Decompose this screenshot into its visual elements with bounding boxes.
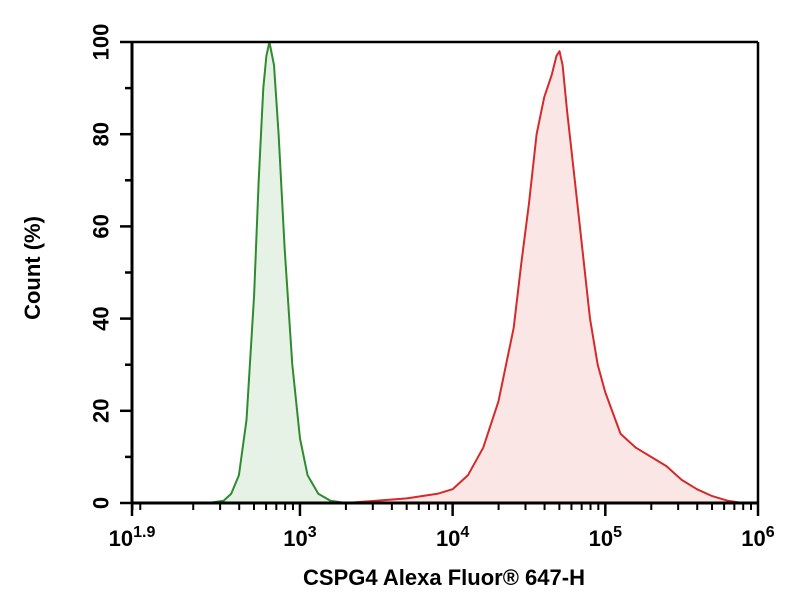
- y-tick-label: 80: [89, 122, 114, 146]
- x-tick-label: 104: [436, 524, 469, 551]
- y-axis: 0 20 40 60 80 100: [89, 24, 134, 509]
- y-tick-label: 40: [89, 306, 114, 330]
- x-axis-title: CSPG4 Alexa Fluor® 647-H: [303, 565, 585, 590]
- y-tick-label: 0: [89, 497, 114, 509]
- series-1-area: [208, 42, 346, 503]
- y-tick-label: 20: [89, 399, 114, 423]
- x-tick-label: 106: [741, 524, 774, 551]
- x-tick-label: 101.9: [109, 524, 156, 551]
- x-tick-label: 103: [283, 524, 316, 551]
- series-layer: [208, 41, 743, 504]
- y-axis-title: Count (%): [20, 216, 45, 320]
- series-2-line: [345, 50, 743, 504]
- series-2-area: [345, 51, 743, 503]
- x-tick-label: 105: [589, 524, 622, 551]
- y-tick-label: 100: [89, 24, 114, 61]
- y-tick-label: 60: [89, 214, 114, 238]
- x-axis: 101.9 103 104 105 106: [109, 501, 775, 551]
